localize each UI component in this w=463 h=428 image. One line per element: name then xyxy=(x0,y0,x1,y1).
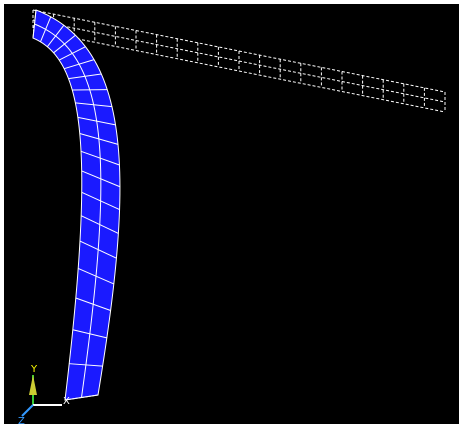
z-label: Z xyxy=(18,416,25,427)
y-label: Y xyxy=(30,364,38,375)
x-label: X xyxy=(63,396,70,407)
graphics-window: Y X Z xyxy=(0,0,463,428)
